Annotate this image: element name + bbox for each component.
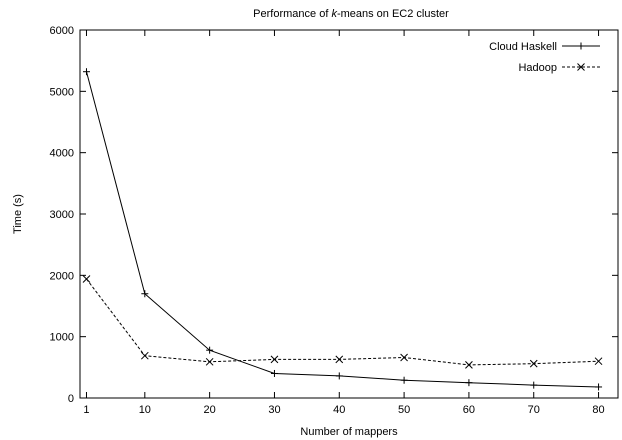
data-point-hadoop xyxy=(529,359,538,368)
data-point-hadoop xyxy=(270,355,279,364)
data-point-hadoop xyxy=(82,275,91,283)
data-point-cloud-haskell xyxy=(82,68,90,76)
y-axis: 0 1000 2000 3000 4000 5000 6000 xyxy=(50,25,618,405)
series-layer xyxy=(82,68,603,391)
data-point-hadoop xyxy=(465,361,473,369)
data-point-hadoop xyxy=(400,353,408,362)
plot-frame xyxy=(79,29,619,399)
x-axis-label: Number of mappers xyxy=(300,426,398,438)
x-tick-label: 20 xyxy=(204,404,216,416)
legend: Cloud Haskell Hadoop xyxy=(489,41,600,74)
data-point-hadoop xyxy=(335,355,344,364)
legend-label-hadoop: Hadoop xyxy=(518,62,557,74)
data-point-cloud-haskell xyxy=(465,379,473,387)
x-tick-label: 80 xyxy=(592,404,604,416)
legend-cross-marker xyxy=(577,63,585,71)
y-axis-label: Time (s) xyxy=(12,194,24,234)
y-tick-label: 0 xyxy=(68,393,74,405)
legend-plus-marker xyxy=(577,42,585,50)
y-tick-label: 6000 xyxy=(50,25,74,37)
data-point-cloud-haskell xyxy=(206,346,214,354)
data-point-cloud-haskell xyxy=(335,372,343,380)
legend-marker-cloud-haskell xyxy=(577,42,585,50)
data-point-cloud-haskell xyxy=(400,376,408,384)
x-tick-label: 40 xyxy=(333,404,345,416)
series-line-hadoop xyxy=(86,278,599,366)
x-tick-label: 70 xyxy=(528,404,540,416)
y-tick-label: 5000 xyxy=(50,86,74,98)
data-point-hadoop xyxy=(205,357,214,366)
data-point-cloud-haskell xyxy=(141,290,149,298)
legend-label-cloud-haskell: Cloud Haskell xyxy=(489,41,557,53)
y-tick-label: 4000 xyxy=(50,148,74,160)
y-tick-label: 2000 xyxy=(50,270,74,282)
y-tick-label: 3000 xyxy=(50,209,74,221)
data-point-cloud-haskell xyxy=(530,381,538,389)
x-tick-label: 10 xyxy=(139,404,151,416)
y-tick-label: 1000 xyxy=(50,332,74,344)
chart-title: Performance of k-means on EC2 cluster xyxy=(253,8,449,20)
x-axis: 1 10 20 30 40 50 60 70 80 xyxy=(83,30,605,416)
x-tick-label: 30 xyxy=(268,404,280,416)
x-tick-label: 50 xyxy=(398,404,410,416)
data-point-hadoop xyxy=(594,357,603,366)
data-point-hadoop xyxy=(140,351,149,360)
legend-marker-hadoop xyxy=(577,63,585,71)
data-point-cloud-haskell xyxy=(595,383,603,391)
data-point-cloud-haskell xyxy=(270,369,278,377)
x-tick-label: 60 xyxy=(463,404,475,416)
series-line-cloud-haskell xyxy=(86,71,599,388)
x-tick-label: 1 xyxy=(83,404,89,416)
